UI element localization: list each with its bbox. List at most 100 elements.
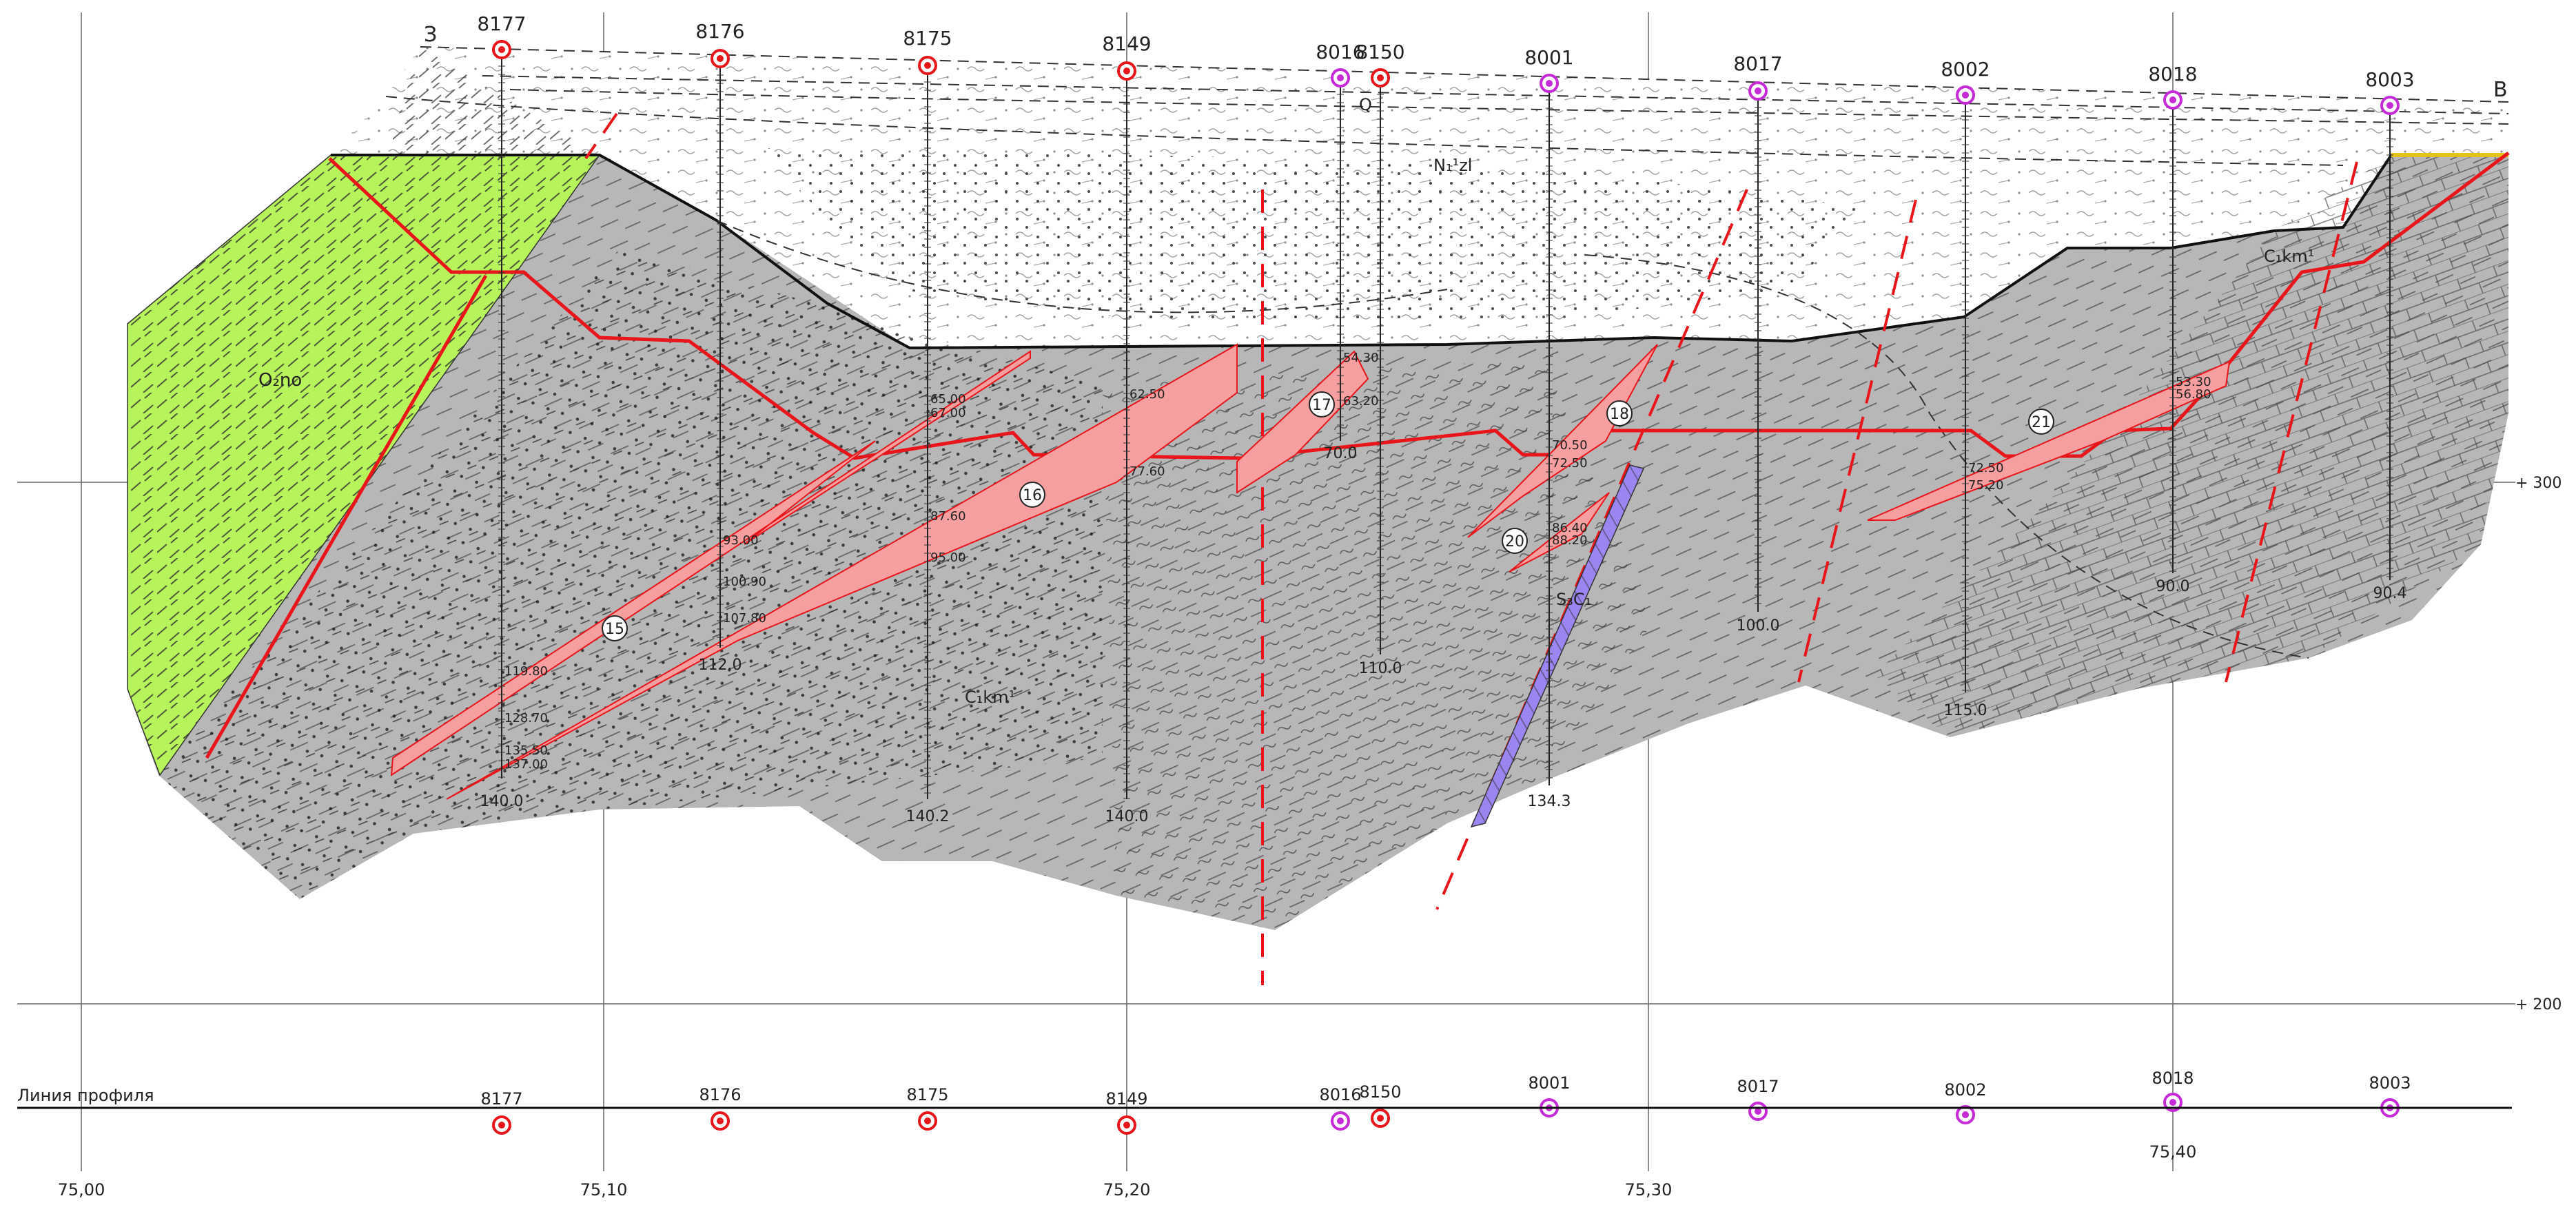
svg-text:15: 15 (605, 621, 624, 638)
borehole-8150: 8150 110.0 8150 (1356, 41, 1405, 1128)
well-id-label: 8177 (477, 12, 526, 35)
x-tick-label: 75,20 (1103, 1180, 1151, 1199)
strata-labels: O₂no C₁km¹ C₁km¹ N₁¹zl Q S₃C₁ (258, 95, 2314, 707)
corner-label-right: В (2493, 78, 2508, 102)
interval-depth-label: 53.30 (2176, 375, 2211, 389)
ore-label-18: 18 (1606, 400, 1633, 426)
loose-sediments (331, 47, 2508, 348)
well-id-label: 8018 (2148, 63, 2197, 85)
plan-well-label: 8017 (1737, 1077, 1779, 1096)
svg-text:17: 17 (1312, 397, 1331, 414)
well-depth-label: 70.0 (1324, 445, 1358, 462)
red-contour (205, 152, 2510, 759)
plan-well-label: 8176 (699, 1085, 741, 1104)
well-depth-label: 140.2 (906, 808, 950, 825)
ore-body-labels: 15 16 17 18 20 21 (602, 391, 2054, 641)
elevation-label-200: + 200 (2515, 996, 2562, 1013)
plan-well-label: 8003 (2369, 1073, 2411, 1093)
interval-depth-label: 62.50 (1129, 387, 1165, 402)
well-id-label: 8149 (1102, 32, 1151, 55)
well-id-label: 8002 (1941, 58, 1990, 81)
well-id-label: 8150 (1356, 41, 1404, 63)
borehole-8003: 8003 90.4 8003 (2365, 68, 2415, 1118)
stratum-q: Q (1359, 95, 1372, 114)
corner-label-left: З (424, 23, 437, 47)
svg-text:21: 21 (2032, 414, 2051, 431)
x-tick-label: 75,10 (580, 1180, 628, 1199)
interval-depth-label: 65.00 (930, 392, 966, 406)
well-id-label: 8175 (903, 27, 952, 50)
interval-depth-label: 70.50 (1552, 438, 1588, 453)
ore-label-20: 20 (1502, 528, 1528, 554)
ore-label-17: 17 (1309, 391, 1335, 418)
interval-depth-label: 135.50 (504, 743, 548, 758)
plan-well-label: 8149 (1105, 1089, 1147, 1109)
borehole-8002: 8002 115.0 72.50 75.20 8002 (1941, 58, 2004, 1124)
interval-depth-label: 128.70 (504, 711, 548, 725)
ore-body-16 (446, 343, 1238, 800)
interval-depth-label: 56.80 (2176, 387, 2211, 402)
ore-body-15 (390, 350, 1031, 776)
interval-depth-label: 72.50 (1968, 461, 2004, 475)
well-id-label: 8017 (1733, 52, 1782, 75)
stratum-n1zl: N₁¹zl (1433, 156, 1472, 175)
plan-well-label: 8001 (1528, 1073, 1570, 1093)
well-depth-label: 100.0 (1737, 617, 1780, 635)
profile-line-label: Линия профиля (17, 1086, 154, 1105)
ore-label-15: 15 (602, 615, 628, 641)
borehole-8016: 8016 70.0 54.30 63.20 8016 (1316, 41, 1379, 1131)
well-depth-label: 90.0 (2156, 578, 2190, 595)
interval-depth-label: 95.00 (930, 550, 966, 565)
interval-depth-label: 72.50 (1552, 456, 1588, 471)
boreholes: 8177140.0119.80128.70135.50137.008177817… (477, 12, 2415, 1135)
x-tick-label: 75,30 (1625, 1180, 1673, 1199)
ore-body-18 (1467, 344, 1658, 538)
interval-depth-label: 75.20 (1968, 478, 2004, 493)
plan-well-label: 8177 (480, 1089, 522, 1109)
interval-depth-label: 107.80 (723, 611, 766, 626)
well-depth-label: 140.0 (1105, 808, 1149, 825)
borehole-8149: 8149 140.0 62.50 77.60 8149 (1102, 32, 1165, 1135)
well-depth-label: 140.0 (480, 793, 524, 810)
interval-depth-label: 63.20 (1343, 394, 1379, 409)
ore-body-21 (1867, 360, 2231, 521)
plan-well-label: 8175 (906, 1085, 948, 1104)
interval-depth-label: 86.40 (1552, 521, 1588, 535)
interval-depth-label: 67.00 (930, 406, 966, 420)
well-id-label: 8016 (1316, 41, 1364, 63)
interval-depth-label: 100.90 (723, 575, 766, 589)
well-depth-label: 110.0 (1359, 660, 1402, 677)
well-depth-label: 115.0 (1944, 702, 1987, 719)
x-tick-label: 75,00 (58, 1180, 105, 1199)
svg-text:20: 20 (1505, 533, 1524, 550)
interval-depth-label: 137.00 (504, 757, 548, 772)
well-depth-label: 134.3 (1528, 793, 1571, 810)
x-axis-labels: 75,00 75,10 75,20 75,30 75,40 (58, 1142, 2197, 1199)
interval-depth-label: 93.00 (723, 533, 759, 548)
plan-well-label: 8016 (1319, 1085, 1361, 1104)
ore-body-17 (1236, 350, 1369, 494)
interval-depth-label: 87.60 (930, 509, 966, 524)
plan-well-label: 8018 (2151, 1069, 2194, 1088)
ore-bodies (390, 343, 2231, 800)
stratum-c1km-lower: C₁km¹ (965, 688, 1015, 707)
ore-label-21: 21 (2028, 409, 2054, 435)
ground-surface (331, 154, 2508, 350)
elevation-label-300: + 300 (2515, 475, 2562, 492)
plan-well-label: 8150 (1359, 1082, 1401, 1102)
well-id-label: 8003 (2365, 68, 2414, 91)
stratum-s3c1: S₃C₁ (1556, 590, 1591, 609)
stratum-c1km-right: C₁km¹ (2264, 247, 2314, 266)
borehole-8176: 8176 112.0 93.00 100.90 107.80 8176 (695, 20, 766, 1131)
x-tick-label: 75,40 (2149, 1142, 2197, 1162)
interval-depth-label: 88.20 (1552, 533, 1588, 548)
interval-depth-label: 119.80 (504, 664, 548, 679)
well-depth-label: 112.0 (699, 657, 742, 674)
svg-text:18: 18 (1610, 406, 1629, 423)
interval-depth-label: 77.60 (1129, 464, 1165, 479)
